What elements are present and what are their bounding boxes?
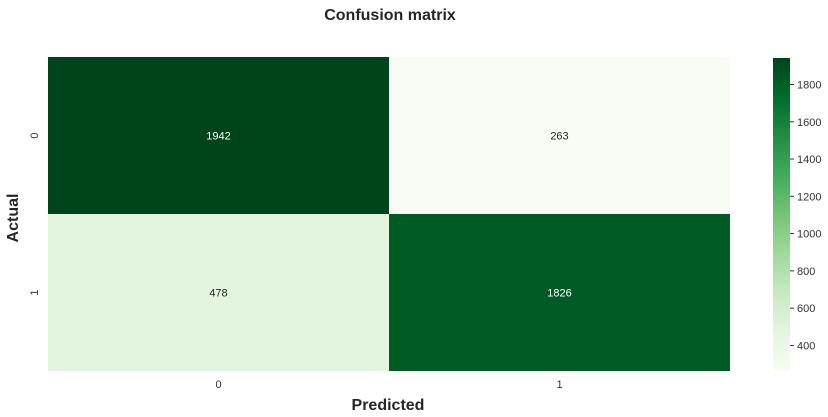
colorbar-tick-label: 1200 [797, 191, 821, 203]
cell-value-label: 478 [209, 288, 227, 300]
colorbar [773, 58, 790, 371]
x-tick-label: 1 [556, 379, 562, 391]
x-tick-label: 0 [215, 379, 221, 391]
y-axis-label: Actual [5, 194, 22, 243]
heatmap-cell [48, 214, 389, 371]
colorbar-tick-label: 600 [797, 303, 815, 315]
colorbar-tick-label: 1000 [797, 229, 821, 241]
colorbar-tick-label: 400 [797, 340, 815, 352]
colorbar-ticks: 400 600 800 1000 1200 1400 1600 1800 [790, 79, 821, 352]
y-tick-label: 1 [29, 289, 41, 295]
colorbar-tick-label: 1400 [797, 154, 821, 166]
heatmap-cell [48, 57, 389, 214]
y-tick-label: 0 [29, 132, 41, 138]
heatmap-cell [389, 57, 730, 214]
heatmap-cells [48, 57, 730, 371]
colorbar-tick-label: 1600 [797, 117, 821, 129]
cell-value-label: 263 [550, 131, 568, 143]
cell-value-label: 1942 [206, 131, 230, 143]
colorbar-tick-label: 1800 [797, 79, 821, 91]
heatmap-cell [389, 214, 730, 371]
colorbar-tick-label: 800 [797, 266, 815, 278]
chart-title: Confusion matrix [324, 7, 456, 24]
cell-value-label: 1826 [547, 288, 571, 300]
y-axis-ticks: 01 [29, 132, 41, 295]
heatmap-cell-labels: 1942 263 478 1826 [206, 131, 571, 300]
x-axis-label: Predicted [352, 397, 425, 414]
